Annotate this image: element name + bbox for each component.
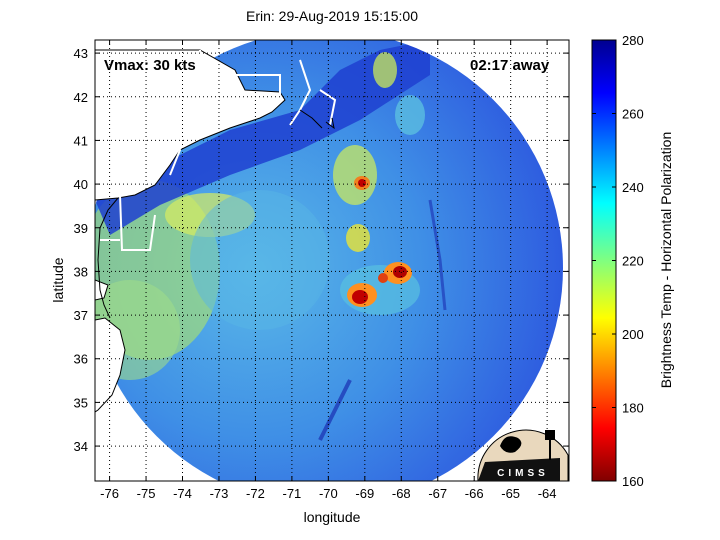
x-tick-label: -67 <box>428 486 447 501</box>
y-axis-label: latitude <box>50 257 66 303</box>
vmax-label: Vmax: 30 kts <box>104 57 196 74</box>
y-tick-label: 41 <box>74 133 88 148</box>
y-tick-label: 43 <box>74 46 88 61</box>
colorbar-label: Brightness Temp - Horizontal Polarizatio… <box>658 131 674 389</box>
colorbar-tick-label: 260 <box>622 107 644 122</box>
x-tick-label: -69 <box>355 486 374 501</box>
svg-text:CIMSS: CIMSS <box>497 468 549 479</box>
y-tick-label: 42 <box>74 90 88 105</box>
y-tick-label: 38 <box>74 264 88 279</box>
cimss-logo: CIMSS <box>477 429 569 482</box>
state-borders <box>100 50 337 251</box>
colorbar-tick-label: 240 <box>622 180 644 195</box>
x-tick-label: -71 <box>282 486 301 501</box>
colorbar-tick-label: 220 <box>622 254 644 269</box>
x-tick-label: -68 <box>392 486 411 501</box>
y-tick-label: 34 <box>74 439 88 454</box>
y-tick-label: 36 <box>74 352 88 367</box>
x-tick-label: -70 <box>319 486 338 501</box>
x-tick-label: -72 <box>246 486 265 501</box>
x-axis-label: longitude <box>303 509 361 525</box>
x-tick-label: -73 <box>210 486 229 501</box>
x-tick-label: -75 <box>137 486 156 501</box>
colorbar-tick-label: 280 <box>622 33 644 48</box>
y-tick-label: 35 <box>74 395 88 410</box>
colorbar-tick-label: 200 <box>622 327 644 342</box>
time-away-label: 02:17 away <box>470 57 550 74</box>
y-tick-label: 40 <box>74 177 88 192</box>
colorbar-tick-label: 180 <box>622 401 644 416</box>
x-tick-label: -65 <box>501 486 520 501</box>
y-tick-label: 37 <box>74 308 88 323</box>
grid <box>95 40 569 481</box>
x-tick-label: -76 <box>100 486 119 501</box>
x-tick-label: -64 <box>538 486 557 501</box>
x-tick-label: -66 <box>465 486 484 501</box>
map-title: Erin: 29-Aug-2019 15:15:00 <box>245 8 418 24</box>
x-axis-ticks: -76 -75 -74 -73 -72 -71 -70 -69 -68 -67 -66 -65 -64 <box>100 40 557 501</box>
convective-core-main <box>347 262 412 307</box>
colorbar-tick-label: 160 <box>622 474 644 489</box>
x-tick-label: -74 <box>173 486 192 501</box>
y-axis-ticks: 43 42 41 40 39 38 37 36 35 34 <box>74 46 569 454</box>
colorbar-ticks: 280 260 240 220 200 180 160 <box>592 33 644 489</box>
axes-frame <box>94 39 570 482</box>
convective-core-north <box>354 176 370 190</box>
y-tick-label: 39 <box>74 221 88 236</box>
